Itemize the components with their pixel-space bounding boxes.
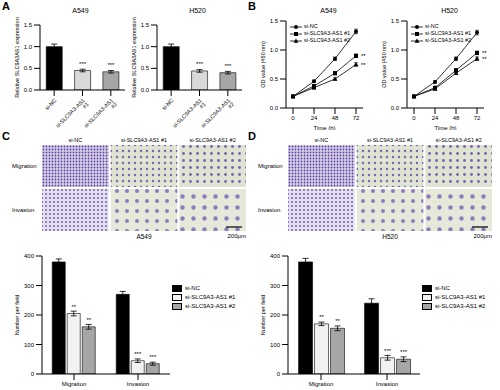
svg-text:***: ***	[400, 349, 408, 355]
svg-text:0.0: 0.0	[24, 87, 33, 93]
svg-text:si-SLC9A3-AS1#2: si-SLC9A3-AS1#2	[200, 97, 235, 130]
svg-text:0.5: 0.5	[270, 76, 279, 82]
svg-text:***: ***	[79, 61, 87, 67]
svg-text:**: **	[361, 62, 366, 68]
svg-text:si-SLC9A3-AS1#2: si-SLC9A3-AS1#2	[83, 97, 118, 130]
svg-text:si-NC: si-NC	[44, 97, 58, 111]
svg-text:***: ***	[224, 63, 232, 69]
svg-text:**: **	[319, 314, 324, 320]
svg-text:1.0: 1.0	[391, 47, 400, 53]
svg-text:**: **	[482, 56, 487, 62]
svg-text:0.0: 0.0	[141, 87, 150, 93]
svg-text:Time (h): Time (h)	[313, 125, 335, 130]
svg-text:***: ***	[384, 348, 392, 354]
svg-text:Invasion: Invasion	[127, 381, 149, 387]
svg-text:***: ***	[107, 62, 115, 68]
svg-text:100: 100	[270, 342, 281, 348]
svg-text:100: 100	[24, 342, 35, 348]
svg-text:**: **	[71, 304, 76, 310]
svg-text:48: 48	[453, 115, 460, 121]
svg-text:400: 400	[24, 253, 35, 259]
svg-text:300: 300	[24, 283, 35, 289]
svg-text:1.5: 1.5	[141, 22, 150, 28]
svg-text:si-NC: si-NC	[161, 97, 175, 111]
svg-text:Number per field: Number per field	[14, 295, 20, 336]
svg-text:Number per field: Number per field	[260, 295, 266, 336]
svg-text:400: 400	[270, 253, 281, 259]
svg-text:0.5: 0.5	[391, 76, 400, 82]
svg-text:0: 0	[291, 115, 295, 121]
svg-text:Time (h): Time (h)	[434, 125, 456, 130]
svg-text:0.5: 0.5	[24, 65, 33, 71]
svg-text:24: 24	[432, 115, 439, 121]
svg-text:0.0: 0.0	[270, 105, 279, 111]
svg-text:72: 72	[474, 115, 481, 121]
svg-text:48: 48	[332, 115, 339, 121]
svg-text:0.0: 0.0	[391, 105, 400, 111]
svg-text:Relative SLC9A3AS1 expression: Relative SLC9A3AS1 expression	[131, 17, 137, 97]
svg-text:200: 200	[270, 312, 281, 318]
svg-text:1.5: 1.5	[270, 18, 279, 24]
svg-text:**: **	[86, 317, 91, 323]
svg-text:***: ***	[134, 351, 142, 357]
svg-text:OD value (450 nm): OD value (450 nm)	[381, 41, 387, 88]
svg-text:Relative SLC9A3AS1 expression: Relative SLC9A3AS1 expression	[14, 17, 20, 97]
svg-text:***: ***	[196, 61, 204, 67]
svg-text:300: 300	[270, 283, 281, 289]
svg-text:24: 24	[311, 115, 318, 121]
svg-text:**: **	[361, 53, 366, 59]
svg-text:OD value (450 nm): OD value (450 nm)	[260, 41, 266, 88]
svg-text:***: ***	[149, 354, 157, 360]
svg-text:0.5: 0.5	[141, 65, 150, 71]
svg-text:0: 0	[277, 371, 281, 377]
svg-text:0: 0	[31, 371, 35, 377]
svg-text:1.5: 1.5	[24, 22, 33, 28]
svg-text:200: 200	[24, 312, 35, 318]
svg-text:**: **	[335, 318, 340, 324]
svg-text:72: 72	[353, 115, 360, 121]
svg-text:Migration: Migration	[309, 381, 334, 387]
svg-text:0: 0	[412, 115, 416, 121]
svg-text:1.0: 1.0	[141, 44, 150, 50]
svg-text:Invasion: Invasion	[376, 381, 398, 387]
svg-text:1.5: 1.5	[391, 18, 400, 24]
svg-text:Migration: Migration	[62, 381, 87, 387]
svg-text:1.0: 1.0	[24, 44, 33, 50]
svg-text:1.0: 1.0	[270, 47, 279, 53]
